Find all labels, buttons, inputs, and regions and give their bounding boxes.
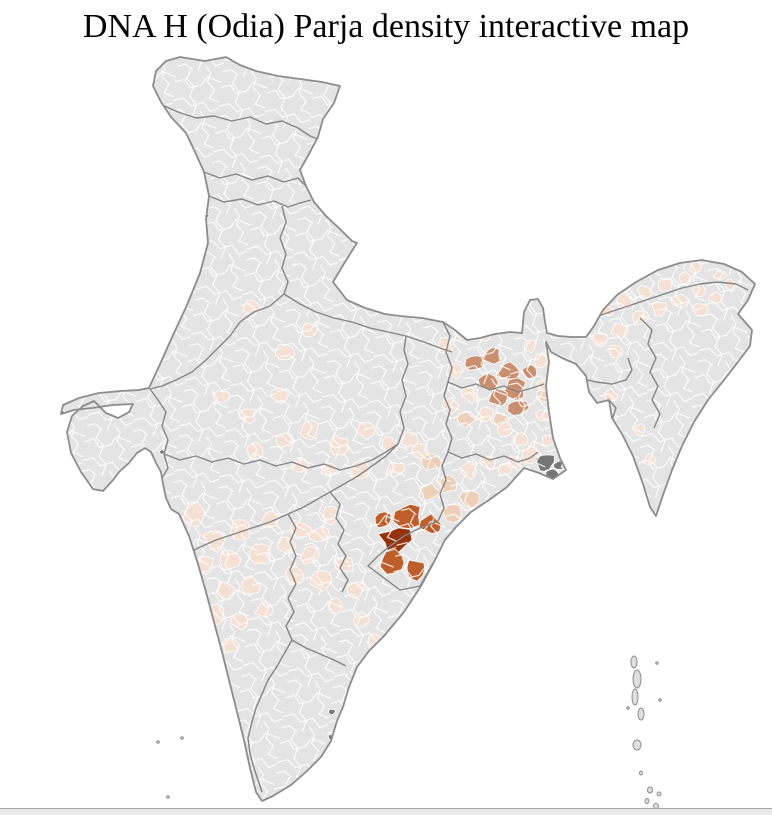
district-region-peach[interactable] (451, 552, 471, 570)
state-border (203, 171, 307, 187)
district-region-peach[interactable] (592, 414, 608, 427)
island[interactable] (180, 736, 184, 740)
island[interactable] (637, 707, 645, 721)
island[interactable] (644, 798, 650, 804)
district-region-peach[interactable] (419, 594, 435, 606)
island[interactable] (156, 740, 160, 744)
state-border (397, 335, 409, 445)
district-region-urban[interactable] (531, 474, 541, 483)
islands-layer (156, 655, 662, 809)
state-border (247, 639, 293, 793)
district-region-peach2[interactable] (414, 611, 433, 625)
island[interactable] (631, 688, 639, 706)
state-border (159, 103, 319, 140)
state-border (163, 443, 399, 471)
island[interactable] (632, 739, 642, 751)
district-region-peach[interactable] (439, 566, 452, 583)
state-borders-layer (149, 103, 749, 793)
island[interactable] (630, 655, 638, 669)
state-border (208, 195, 312, 208)
island[interactable] (647, 786, 653, 794)
state-border (329, 491, 349, 593)
state-border (367, 520, 439, 591)
island[interactable] (656, 791, 662, 797)
state-border (291, 639, 347, 667)
page-bottom-scrollbar[interactable] (0, 808, 772, 815)
district-mesh-fill (61, 57, 755, 801)
district-region-peach[interactable] (381, 644, 397, 661)
map-title: DNA H (Odia) Parja density interactive m… (82, 8, 690, 45)
district-region-peach2[interactable] (432, 592, 448, 609)
state-border (285, 513, 297, 641)
island[interactable] (626, 706, 630, 710)
state-border (279, 205, 289, 295)
state-border (149, 293, 285, 390)
district-borders-mesh (61, 57, 755, 801)
district-region-peach[interactable] (187, 630, 205, 647)
state-border (283, 293, 453, 353)
island[interactable] (166, 795, 170, 799)
state-border (639, 317, 661, 429)
island[interactable] (639, 770, 643, 776)
district-region-peach[interactable] (622, 473, 638, 487)
india-outline (60, 56, 756, 802)
state-border (447, 451, 539, 463)
district-region-peach2[interactable] (455, 538, 471, 554)
state-border (442, 321, 453, 383)
district-region-urban[interactable] (158, 504, 166, 510)
state-border (287, 443, 399, 515)
district-region-peach[interactable] (469, 521, 489, 539)
island[interactable] (658, 698, 662, 702)
state-border (447, 381, 545, 393)
district-region-peach[interactable] (634, 262, 647, 274)
state-border (149, 388, 169, 479)
island[interactable] (632, 669, 642, 689)
district-region-peach[interactable] (576, 310, 595, 328)
island[interactable] (655, 661, 659, 665)
india-outline-stroke (60, 56, 756, 802)
